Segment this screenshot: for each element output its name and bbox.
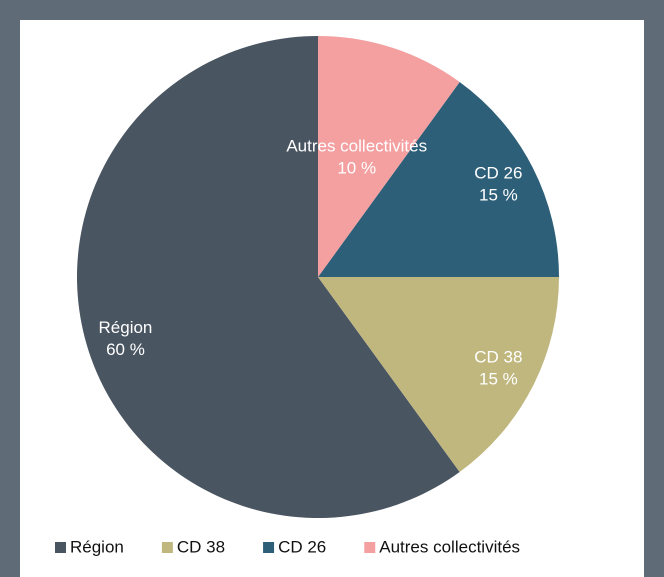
slice-value: 60 % bbox=[106, 340, 145, 359]
legend-swatch bbox=[364, 542, 376, 553]
slice-value: 15 % bbox=[479, 186, 518, 205]
slice-value: 15 % bbox=[479, 369, 518, 388]
slice-value: 10 % bbox=[337, 158, 376, 177]
pie-slice bbox=[77, 36, 460, 518]
pie-slice bbox=[318, 82, 559, 277]
legend-label: Autres collectivités bbox=[379, 537, 520, 556]
legend-label: Région bbox=[70, 537, 124, 556]
legend-swatch bbox=[161, 542, 173, 553]
slice-label: Région bbox=[99, 318, 153, 337]
pie-slice bbox=[318, 36, 460, 277]
slice-label: CD 26 bbox=[474, 164, 522, 183]
legend-label: CD 38 bbox=[177, 537, 225, 556]
legend-label: CD 26 bbox=[278, 537, 326, 556]
legend-swatch bbox=[55, 542, 66, 553]
legend-swatch bbox=[263, 542, 275, 553]
slice-label: Autres collectivités bbox=[286, 136, 427, 155]
slice-label: CD 38 bbox=[474, 347, 522, 366]
pie-slice bbox=[318, 277, 559, 472]
